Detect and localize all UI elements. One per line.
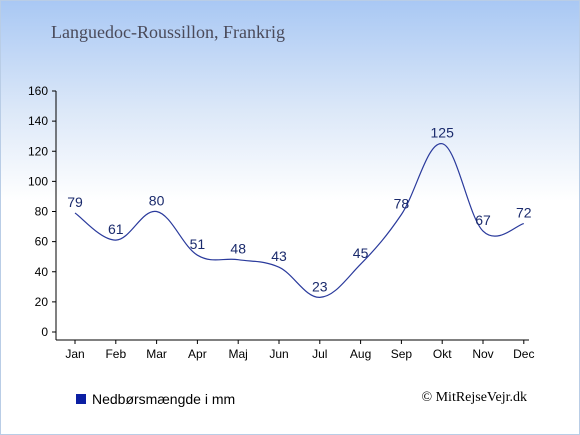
x-tick-label: Sep (391, 347, 413, 361)
x-tick-label: Nov (472, 347, 493, 361)
x-tick-label: Maj (229, 347, 248, 361)
y-tick-label: 40 (35, 265, 49, 279)
y-tick-label: 140 (28, 114, 48, 128)
y-tick-label: 0 (41, 325, 48, 339)
x-tick-label: Jun (269, 347, 288, 361)
x-tick-label: Dec (513, 347, 534, 361)
chart-title: Languedoc-Roussillon, Frankrig (51, 22, 285, 42)
data-label: 43 (271, 248, 287, 264)
series-line (74, 143, 525, 298)
data-label: 67 (475, 212, 491, 228)
data-label: 45 (353, 245, 369, 261)
legend-label: Nedbørsmængde i mm (92, 391, 236, 407)
x-tick-label: Okt (433, 347, 452, 361)
data-label: 48 (230, 241, 246, 257)
legend: Nedbørsmængde i mm (76, 391, 235, 407)
data-label: 23 (312, 278, 328, 294)
y-tick-label: 120 (28, 144, 48, 158)
x-tick-label: Apr (188, 347, 207, 361)
x-tick-label: Jan (65, 347, 84, 361)
data-label: 125 (431, 125, 455, 141)
data-label: 79 (67, 194, 83, 210)
y-tick-label: 80 (35, 205, 49, 219)
x-tick-label: Jul (312, 347, 327, 361)
line-chart: 0 20 40 60 80 100 120 140 160 Jan Feb Mar Apr Maj Jun J… (28, 84, 535, 361)
copyright-credit: © MitRejseVejr.dk (421, 390, 527, 405)
data-label: 51 (190, 236, 206, 252)
data-label: 61 (108, 221, 124, 237)
y-tick-label: 60 (35, 235, 49, 249)
data-label: 80 (149, 193, 165, 209)
data-label: 78 (394, 196, 410, 212)
x-tick-label: Mar (146, 347, 167, 361)
y-tick-label: 160 (28, 84, 48, 98)
legend-swatch (76, 394, 86, 404)
x-tick-label: Feb (105, 347, 126, 361)
y-tick-label: 100 (28, 174, 48, 188)
y-tick-label: 20 (35, 295, 49, 309)
data-label: 72 (516, 205, 532, 221)
x-tick-label: Aug (350, 347, 371, 361)
